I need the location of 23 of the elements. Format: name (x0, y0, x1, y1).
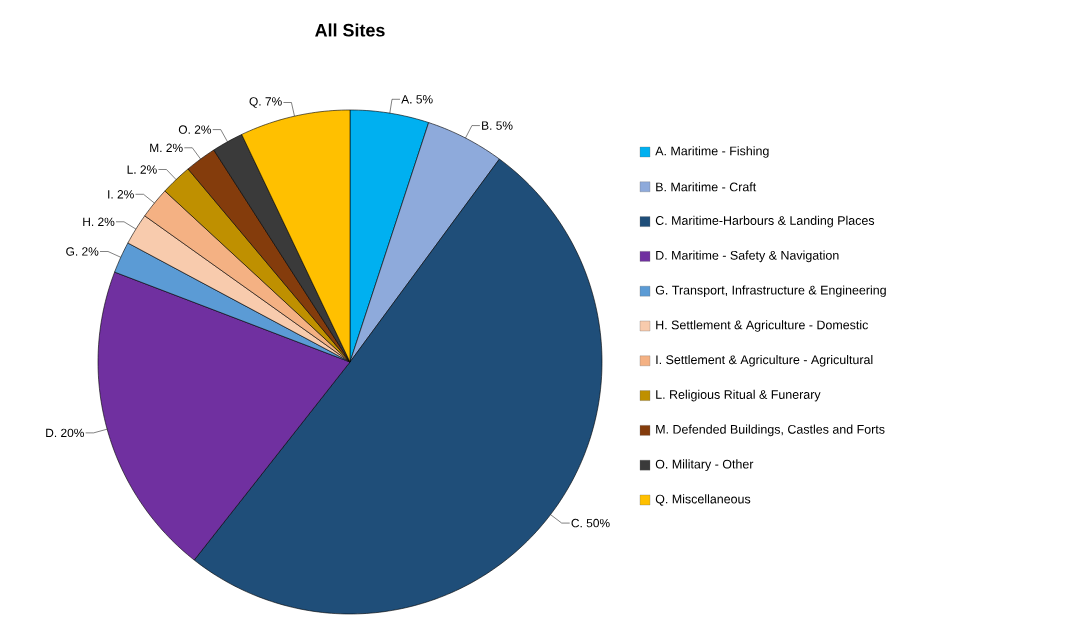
data-label: D. 20% (46, 428, 84, 438)
chart-title: All Sites (315, 23, 385, 37)
legend-label: B. Maritime - Craft (656, 182, 757, 192)
legend-label: M. Defended Buildings, Castles and Forts (656, 424, 885, 437)
legend-label: C. Maritime-Harbours & Landing Places (655, 215, 875, 228)
legend-label: D. Maritime - Safety & Navigation (656, 250, 839, 263)
legend-label: L. Religious Ritual & Funerary (656, 389, 821, 402)
data-label: A. 5% (401, 95, 433, 104)
legend-label: A. Maritime - Fishing (655, 146, 769, 158)
legend-label: I. Settlement & Agriculture - Agricultural (656, 354, 873, 367)
data-label: M. 2% (150, 143, 183, 152)
data-label: L. 2% (127, 165, 157, 174)
data-label: C. 50% (571, 518, 610, 528)
data-label: B. 5% (482, 121, 513, 130)
data-label: G. 2% (66, 247, 99, 256)
data-label: H. 2% (83, 217, 115, 226)
legend-label: Q. Miscellaneous (655, 494, 751, 506)
data-label: Q. 7% (249, 97, 282, 108)
legend-label: H. Settlement & Agriculture - Domestic (656, 320, 869, 332)
legend-label: O. Military - Other (655, 459, 754, 471)
data-label: I. 2% (108, 190, 134, 199)
legend-label: G. Transport, Infrastructure & Engineering (655, 285, 886, 297)
data-label: O. 2% (178, 125, 212, 134)
